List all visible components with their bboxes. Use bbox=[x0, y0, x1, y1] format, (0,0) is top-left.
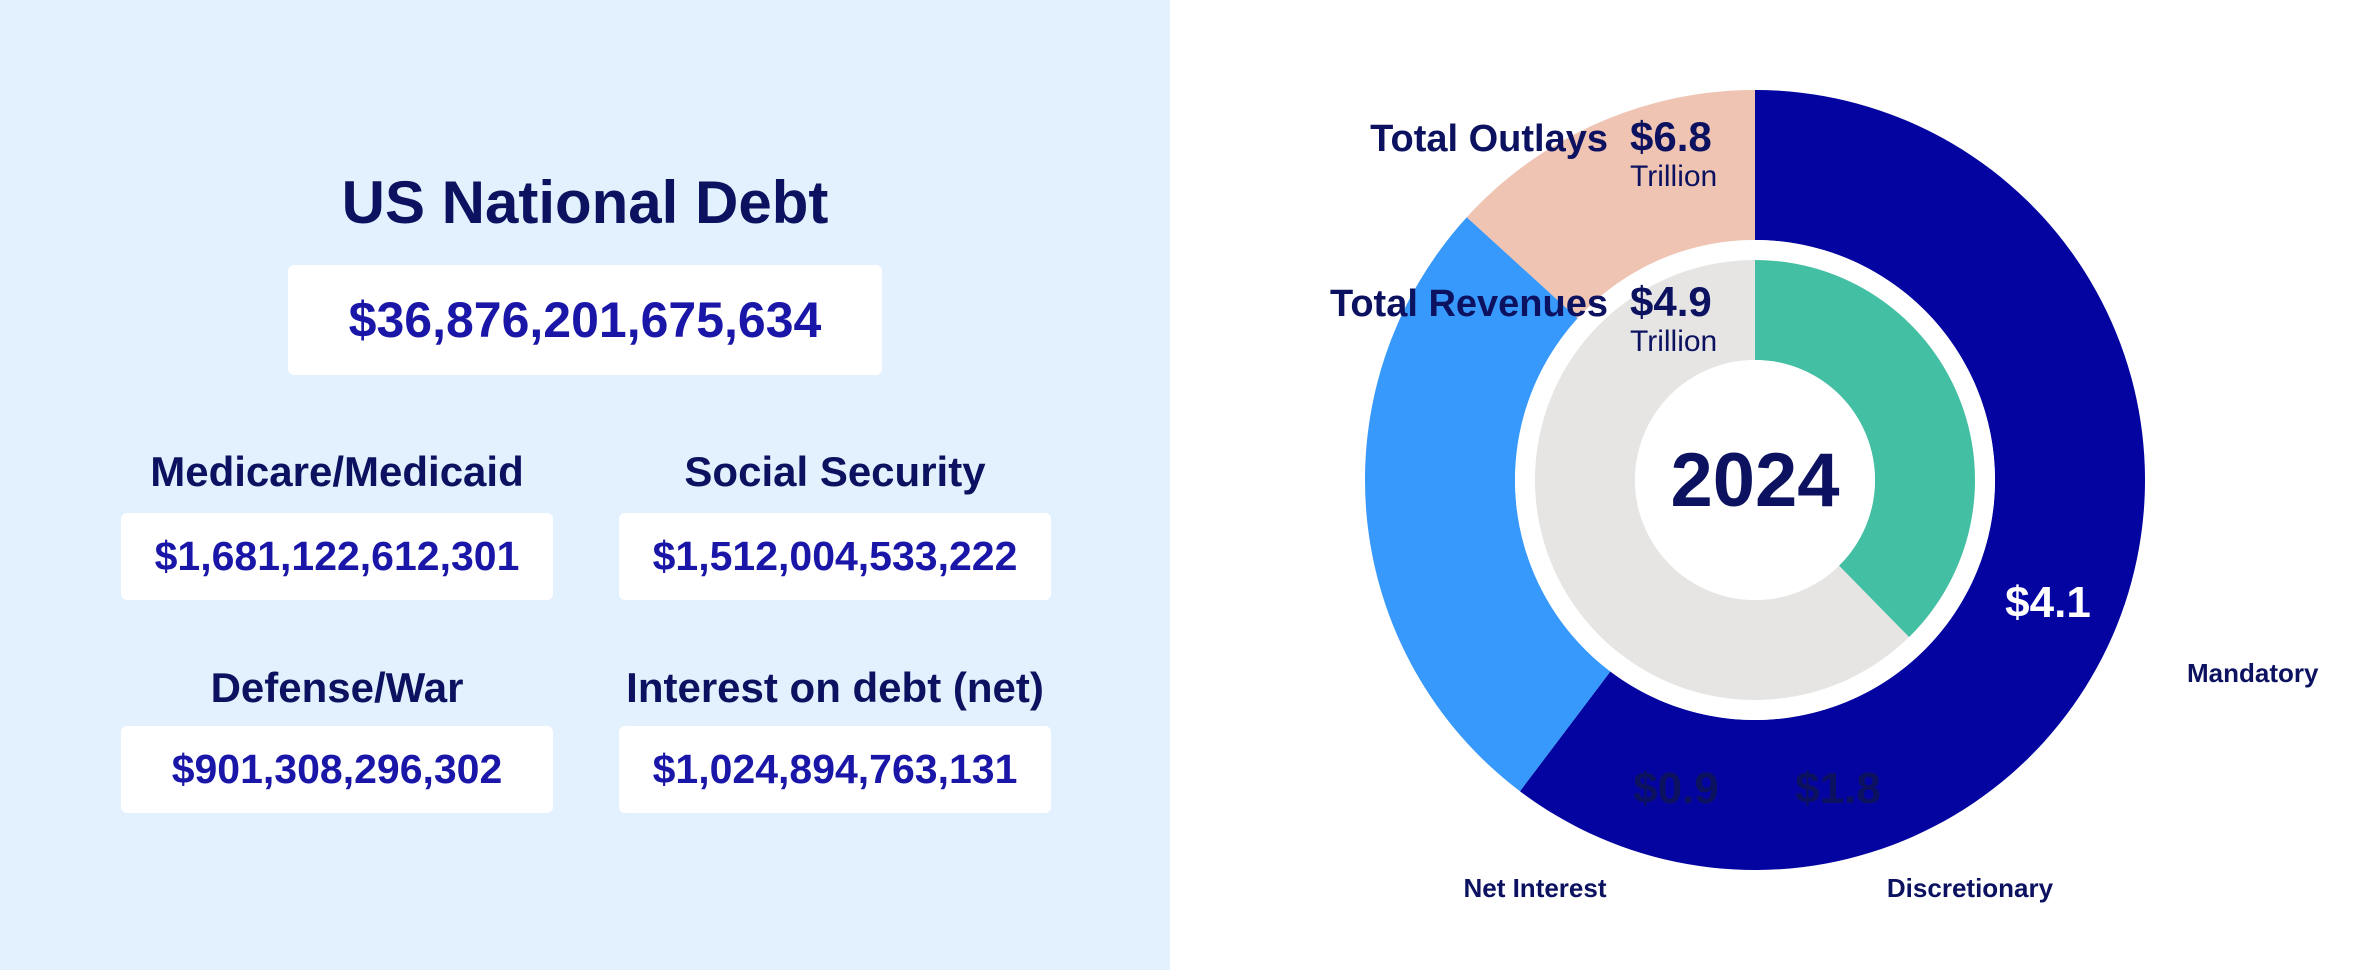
center-year-label: 2024 bbox=[1670, 438, 1839, 523]
segment-name-discretionary: Discretionary bbox=[1887, 873, 2054, 903]
budget-donut-chart: 2024 Total Outlays $6.8 Trillion Total R… bbox=[1330, 89, 2319, 903]
revenues-unit: Trillion bbox=[1630, 325, 1717, 358]
revenues-title: Total Revenues bbox=[1330, 283, 1608, 325]
card-label-defense: Defense/War bbox=[210, 664, 464, 711]
card-value-interest: $1,024,894,763,131 bbox=[619, 726, 1051, 813]
card-label-social-security: Social Security bbox=[684, 448, 986, 495]
revenues-total: $4.9 bbox=[1630, 278, 1712, 325]
card-value-defense: $901,308,296,302 bbox=[121, 726, 553, 813]
inner-ring bbox=[1534, 260, 1975, 700]
outer-segment-mandatory bbox=[1519, 90, 2145, 870]
total-debt-value: $36,876,201,675,634 bbox=[288, 265, 882, 375]
outer-segment-net-interest bbox=[1466, 89, 1755, 319]
segment-value-mandatory: $4.1 bbox=[2005, 578, 2091, 627]
card-label-interest: Interest on debt (net) bbox=[626, 664, 1044, 711]
segment-value-net-interest: $0.9 bbox=[1633, 764, 1719, 813]
outer-segment-discretionary bbox=[1365, 217, 1611, 792]
outlays-title: Total Outlays bbox=[1370, 118, 1608, 160]
outlays-unit: Trillion bbox=[1630, 160, 1717, 193]
center-hole bbox=[1635, 360, 1875, 600]
segment-name-net-interest: Net Interest bbox=[1463, 873, 1606, 903]
segment-value-discretionary: $1.8 bbox=[1795, 764, 1881, 813]
page-title: US National Debt bbox=[341, 169, 829, 236]
left-panel: US National Debt $36,876,201,675,634 Med… bbox=[0, 0, 1170, 970]
outlays-total: $6.8 bbox=[1630, 113, 1712, 160]
inner-segment-revenues bbox=[1755, 260, 1975, 637]
segment-name-mandatory: Mandatory bbox=[2187, 658, 2319, 688]
card-value-medicare: $1,681,122,612,301 bbox=[121, 513, 553, 600]
card-label-medicare: Medicare/Medicaid bbox=[150, 448, 524, 495]
card-value-social-security: $1,512,004,533,222 bbox=[619, 513, 1051, 600]
